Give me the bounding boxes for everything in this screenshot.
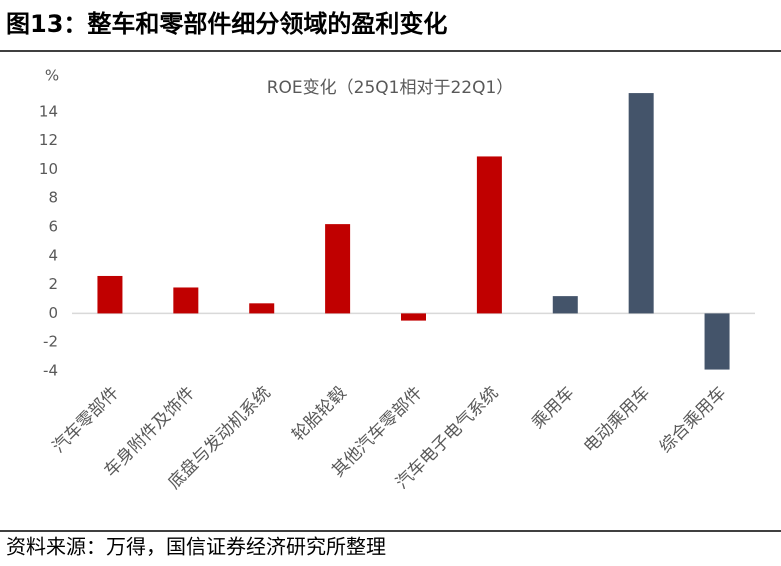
bar [249,303,275,314]
y-tick-label: 2 [48,275,58,293]
figure-title: 图13：整车和零部件细分领域的盈利变化 [6,10,447,38]
bar [552,296,578,314]
x-tick-label: 轮胎轮毂 [288,383,350,445]
bar [704,313,730,370]
bar [476,156,502,314]
y-tick-label: 10 [39,160,58,178]
y-tick-label: 12 [39,131,58,149]
y-axis-label: % [45,67,59,85]
y-tick-label: -2 [43,333,58,351]
x-tick-label: 综合乘用车 [656,383,730,457]
x-tick-label: 电动乘用车 [580,383,654,457]
y-tick-label: 8 [48,189,58,207]
y-tick-label: 4 [48,246,58,264]
x-tick-label: 乘用车 [528,383,578,433]
y-tick-label: 0 [48,304,58,322]
bar [325,224,351,314]
x-tick-label: 汽车零部件 [49,383,123,457]
y-tick-label: -4 [43,362,58,380]
bar [401,313,426,321]
source-note: 资料来源：万得，国信证券经济研究所整理 [6,535,386,559]
bar [628,93,654,314]
bar [97,275,123,314]
chart-subtitle: ROE变化（25Q1相对于22Q1） [267,78,514,98]
y-tick-label: 14 [39,102,58,120]
y-tick-label: 6 [48,218,58,236]
bar [173,287,199,314]
